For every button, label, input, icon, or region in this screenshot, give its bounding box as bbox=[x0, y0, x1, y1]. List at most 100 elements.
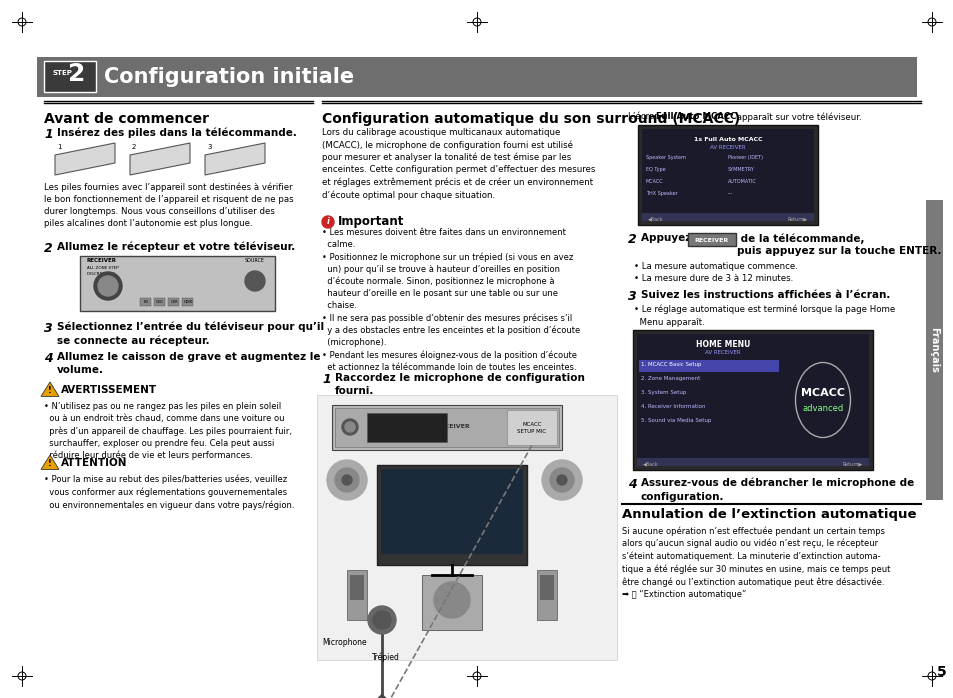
Text: !: ! bbox=[48, 385, 51, 394]
Text: SYMMETRY: SYMMETRY bbox=[727, 167, 754, 172]
Text: advanced: advanced bbox=[801, 404, 842, 413]
Text: 4: 4 bbox=[627, 478, 636, 491]
Circle shape bbox=[434, 582, 470, 618]
Text: Trépied: Trépied bbox=[372, 652, 399, 662]
Circle shape bbox=[98, 276, 118, 296]
Bar bbox=[641, 129, 813, 217]
Text: !: ! bbox=[48, 459, 51, 468]
Bar bbox=[537, 570, 557, 620]
Bar bbox=[637, 458, 868, 466]
Polygon shape bbox=[55, 143, 115, 175]
Text: Appuyez sur: Appuyez sur bbox=[640, 233, 717, 243]
Circle shape bbox=[368, 606, 395, 634]
Circle shape bbox=[341, 475, 352, 485]
Bar bbox=[421, 575, 481, 630]
Text: 1: 1 bbox=[57, 144, 61, 150]
Text: Speaker System: Speaker System bbox=[645, 155, 685, 160]
Bar bbox=[140, 298, 151, 306]
Text: Return▶: Return▶ bbox=[787, 216, 807, 221]
Text: Si aucune opération n’est effectuée pendant un certain temps
alors qu’aucun sign: Si aucune opération n’est effectuée pend… bbox=[621, 526, 889, 599]
Bar bbox=[332, 405, 561, 450]
Text: MCACC
SETUP MIC: MCACC SETUP MIC bbox=[517, 422, 546, 433]
Circle shape bbox=[94, 272, 122, 300]
Bar bbox=[168, 298, 179, 306]
Text: • Pour la mise au rebut des piles/batteries usées, veuillez
  vous conformer aux: • Pour la mise au rebut des piles/batter… bbox=[44, 475, 294, 510]
Polygon shape bbox=[205, 143, 265, 175]
Text: Return▶: Return▶ bbox=[842, 461, 862, 466]
Text: ◀Back: ◀Back bbox=[642, 461, 658, 466]
Text: Insérez des piles dans la télécommande.: Insérez des piles dans la télécommande. bbox=[57, 128, 296, 138]
Text: AVERTISSEMENT: AVERTISSEMENT bbox=[61, 385, 157, 395]
Text: Pioneer (IDET): Pioneer (IDET) bbox=[727, 155, 762, 160]
Text: • Les mesures doivent être faites dans un environnement
  calme.
• Positionnez l: • Les mesures doivent être faites dans u… bbox=[322, 228, 579, 372]
FancyBboxPatch shape bbox=[687, 233, 735, 246]
Text: AV RECEIVER: AV RECEIVER bbox=[709, 145, 745, 150]
Text: DVR: DVR bbox=[170, 300, 177, 304]
Text: 3: 3 bbox=[207, 144, 212, 150]
Circle shape bbox=[557, 475, 566, 485]
Text: 1: 1 bbox=[44, 128, 52, 141]
Text: 3: 3 bbox=[44, 322, 52, 335]
Text: Raccordez le microphone de configuration
fourni.: Raccordez le microphone de configuration… bbox=[335, 373, 584, 396]
Text: • N’utilisez pas ou ne rangez pas les piles en plein soleil
  ou à un endroit tr: • N’utilisez pas ou ne rangez pas les pi… bbox=[44, 402, 292, 460]
Text: Français: Français bbox=[928, 327, 938, 373]
Bar bbox=[153, 298, 165, 306]
Text: 2: 2 bbox=[68, 62, 85, 86]
Text: 2: 2 bbox=[132, 144, 136, 150]
Text: 2: 2 bbox=[44, 242, 52, 255]
Text: L’écran: L’écran bbox=[627, 112, 662, 121]
Bar bbox=[638, 125, 817, 225]
Text: ---: --- bbox=[727, 191, 733, 196]
Circle shape bbox=[541, 460, 581, 500]
Text: AV RECEIVER: AV RECEIVER bbox=[704, 350, 740, 355]
Text: 5. Sound via Media Setup: 5. Sound via Media Setup bbox=[640, 418, 711, 423]
Text: apparaît sur votre téléviseur.: apparaît sur votre téléviseur. bbox=[733, 112, 861, 121]
Text: Annulation de l’extinction automatique: Annulation de l’extinction automatique bbox=[621, 508, 916, 521]
Bar bbox=[80, 256, 274, 311]
Circle shape bbox=[345, 422, 355, 432]
Bar bbox=[335, 408, 558, 447]
Bar bbox=[639, 360, 779, 372]
Text: Les piles fournies avec l’appareil sont destinées à vérifier
le bon fonctionneme: Les piles fournies avec l’appareil sont … bbox=[44, 182, 294, 228]
Text: Avant de commencer: Avant de commencer bbox=[44, 112, 209, 126]
Text: SOURCE: SOURCE bbox=[245, 258, 265, 263]
Text: Configuration automatique du son surround (MCACC): Configuration automatique du son surroun… bbox=[322, 112, 740, 126]
Text: 1: 1 bbox=[322, 373, 331, 386]
Bar bbox=[44, 61, 96, 92]
Text: Configuration initiale: Configuration initiale bbox=[104, 67, 354, 87]
Text: 4: 4 bbox=[44, 352, 52, 365]
Circle shape bbox=[335, 468, 358, 492]
Circle shape bbox=[550, 468, 574, 492]
Text: Full Auto MCACC: Full Auto MCACC bbox=[656, 112, 736, 121]
Text: MCACC: MCACC bbox=[801, 388, 844, 398]
Bar bbox=[539, 575, 554, 600]
Circle shape bbox=[373, 611, 391, 629]
Text: de la télécommande,
puis appuyez sur la touche ENTER.: de la télécommande, puis appuyez sur la … bbox=[737, 233, 941, 256]
Text: 1. MCACC Basic Setup: 1. MCACC Basic Setup bbox=[640, 362, 700, 367]
Bar bbox=[347, 570, 367, 620]
Text: DISCRETE ON: DISCRETE ON bbox=[87, 272, 114, 276]
Text: HDMI: HDMI bbox=[183, 300, 193, 304]
Text: MCACC: MCACC bbox=[645, 179, 663, 184]
Text: Allumez le caisson de grave et augmentez le
volume.: Allumez le caisson de grave et augmentez… bbox=[57, 352, 320, 376]
Text: RECEIVER: RECEIVER bbox=[694, 237, 728, 242]
Polygon shape bbox=[41, 382, 59, 396]
Text: DVD: DVD bbox=[156, 300, 164, 304]
Text: BD: BD bbox=[143, 300, 149, 304]
Text: ATTENTION: ATTENTION bbox=[61, 458, 128, 468]
Text: • La mesure automatique commence.
• La mesure dure de 3 à 12 minutes.: • La mesure automatique commence. • La m… bbox=[634, 262, 797, 283]
Text: ◀Back: ◀Back bbox=[647, 216, 663, 221]
Bar bbox=[633, 330, 872, 470]
Text: 3. System Setup: 3. System Setup bbox=[640, 390, 685, 395]
Text: Allumez le récepteur et votre téléviseur.: Allumez le récepteur et votre téléviseur… bbox=[57, 242, 294, 253]
Text: Microphone: Microphone bbox=[322, 638, 366, 647]
Text: ALL ZONE STEP: ALL ZONE STEP bbox=[87, 266, 118, 270]
Text: Sélectionnez l’entrée du téléviseur pour qu’il
se connecte au récepteur.: Sélectionnez l’entrée du téléviseur pour… bbox=[57, 322, 324, 346]
Bar bbox=[182, 298, 193, 306]
Circle shape bbox=[341, 419, 357, 435]
Circle shape bbox=[327, 460, 367, 500]
Text: 5: 5 bbox=[936, 665, 946, 679]
Text: i: i bbox=[326, 218, 329, 226]
Bar bbox=[350, 575, 364, 600]
Bar bbox=[637, 334, 868, 462]
